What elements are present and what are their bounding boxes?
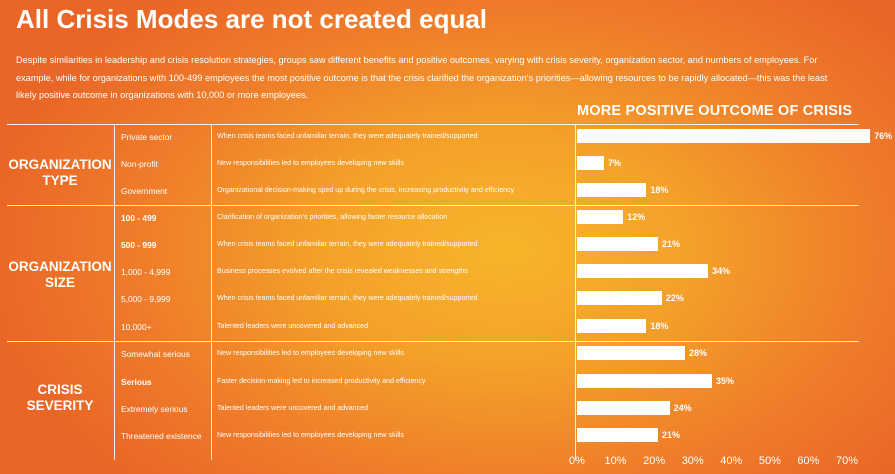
chart-title: MORE POSITIVE OUTCOME OF CRISIS [577, 103, 853, 119]
bar-value-label: 34% [712, 266, 731, 276]
intro-line: likely positive outcome in organizations… [16, 90, 309, 100]
row-category: Government [121, 186, 168, 196]
x-tick-label: 70% [835, 455, 859, 467]
table-row: Serious Faster decision-making led to inc… [0, 369, 575, 396]
bar-value-label: 35% [716, 376, 735, 386]
table-row: Government Organizational decision-making… [0, 178, 575, 205]
table-row: 1,000 - 4,999 Business processes evolved … [0, 259, 575, 286]
bar-value-label: 22% [665, 293, 684, 303]
row-category: Private sector [121, 132, 173, 142]
group-label-line: SEVERITY [26, 398, 94, 413]
table-row: Non-profit New responsibilities led to em… [0, 151, 575, 178]
table-row: 500 - 999 When crisis teams faced unfamil… [0, 232, 575, 259]
row-outcome: Faster decision-making led to increased … [217, 377, 426, 385]
row-category: Extremely serious [121, 404, 188, 414]
x-tick-label: 20% [643, 455, 666, 467]
group-label-line: TYPE [42, 173, 78, 188]
table-divider [7, 124, 859, 125]
row-outcome: Clarification of organization’s prioriti… [217, 213, 448, 221]
bar-value-label: 76% [874, 131, 893, 141]
bar-value-label: 24% [673, 403, 692, 413]
row-outcome: New responsibilities led to employees de… [217, 349, 404, 357]
table-row: 5,000 - 9,999 When crisis teams faced unf… [0, 286, 575, 313]
bar-11 [577, 401, 670, 415]
table-row: Somewhat serious New responsibilities led… [0, 341, 575, 368]
x-tick-label: 60% [797, 455, 820, 467]
bar-8 [577, 319, 647, 333]
row-category: 1,000 - 4,999 [121, 267, 171, 277]
table-column-divider [114, 124, 115, 460]
table-row: Threatened existence New responsibilities… [0, 423, 575, 450]
group-label-line: CRISIS [37, 382, 83, 397]
table-divider [7, 205, 859, 206]
row-outcome: When crisis teams faced unfamiliar terra… [217, 132, 478, 140]
group-label-line: SIZE [44, 275, 75, 290]
x-tick-label: 0% [569, 455, 585, 467]
row-category: 500 - 999 [121, 240, 157, 250]
x-tick-label: 10% [604, 455, 627, 467]
group-label-organization-size: ORGANIZATION SIZE [6, 259, 114, 291]
table-row: 100 - 499 Clarification of organization’s… [0, 205, 575, 232]
bar-10 [577, 374, 712, 388]
bar-value-label: 21% [662, 430, 681, 440]
row-outcome: When crisis teams faced unfamiliar terra… [217, 294, 478, 302]
bar-value-label: 28% [689, 348, 708, 358]
bar-1 [577, 129, 871, 143]
group-label-line: ORGANIZATION [8, 157, 112, 172]
bar-7 [577, 291, 662, 305]
row-category: 100 - 499 [121, 213, 157, 223]
bar-3 [577, 183, 647, 197]
group-label-crisis-severity: CRISIS SEVERITY [6, 382, 114, 414]
row-outcome: When crisis teams faced unfamiliar terra… [217, 240, 478, 248]
row-outcome: Talented leaders were uncovered and adva… [217, 404, 369, 412]
row-category: 5,000 - 9,999 [121, 294, 171, 304]
table-row: 10,000+ Talented leaders were uncovered a… [0, 314, 575, 341]
group-label-organization-type: ORGANIZATION TYPE [6, 157, 114, 189]
row-outcome: Talented leaders were uncovered and adva… [217, 322, 369, 330]
chart-axis-line [575, 124, 576, 460]
bar-6 [577, 264, 709, 278]
x-tick-label: 50% [758, 455, 781, 467]
group-label-line: ORGANIZATION [8, 259, 112, 274]
bar-value-label: 21% [662, 239, 681, 249]
bar-value-label: 12% [627, 212, 646, 222]
table-row: Private sector When crisis teams faced un… [0, 124, 575, 151]
row-category: Somewhat serious [121, 349, 190, 359]
bar-value-label: 18% [650, 321, 669, 331]
bar-12 [577, 428, 658, 442]
intro-paragraph: Despite similarities in leadership and c… [16, 52, 878, 105]
intro-line: example, while for organizations with 10… [16, 72, 828, 83]
row-outcome: Business processes evolved after the cri… [217, 267, 468, 275]
bar-value-label: 7% [608, 158, 622, 168]
row-outcome: Organizational decision-making sped up d… [217, 186, 515, 194]
row-outcome: New responsibilities led to employees de… [217, 159, 404, 167]
bar-value-label: 18% [650, 185, 669, 195]
row-category: 10,000+ [121, 322, 152, 332]
table-divider [7, 341, 859, 342]
row-category: Threatened existence [121, 431, 202, 441]
table-column-divider [211, 124, 212, 460]
row-outcome: New responsibilities led to employees de… [217, 431, 404, 439]
x-tick-label: 40% [720, 455, 743, 467]
bar-4 [577, 210, 624, 224]
row-category: Non-profit [121, 159, 158, 169]
table-row: Extremely serious Talented leaders were u… [0, 396, 575, 423]
bar-5 [577, 237, 658, 251]
bar-2 [577, 156, 604, 170]
bar-9 [577, 346, 685, 360]
page-title: All Crisis Modes are not created equal [16, 4, 488, 34]
x-tick-label: 30% [681, 455, 704, 467]
intro-line: Despite similarities in leadership and c… [16, 55, 818, 65]
row-category: Serious [121, 377, 152, 387]
